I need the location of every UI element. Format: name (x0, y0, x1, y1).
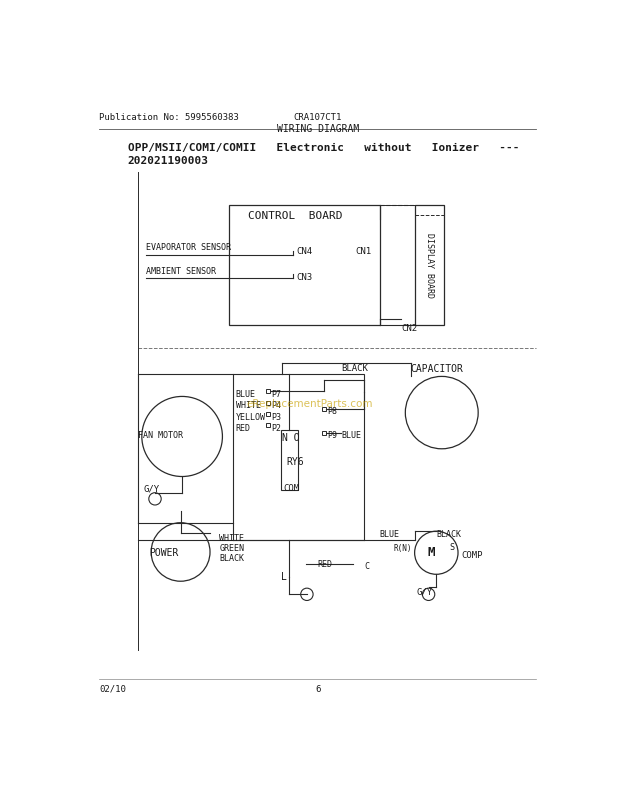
Text: BLACK: BLACK (436, 529, 461, 538)
Text: P7: P7 (272, 389, 281, 399)
Text: AMBIENT SENSOR: AMBIENT SENSOR (146, 267, 216, 276)
Bar (229, 206, 379, 326)
Text: COMP: COMP (461, 551, 482, 560)
Text: OPP/MSII/COMI/COMII   Electronic   without   Ionizer   ---: OPP/MSII/COMI/COMII Electronic without I… (128, 143, 520, 152)
Text: CONTROL  BOARD: CONTROL BOARD (248, 211, 342, 221)
Text: RED: RED (236, 423, 250, 432)
Text: RY6: RY6 (286, 456, 304, 466)
Bar (232, 375, 365, 540)
Text: COM: COM (283, 484, 299, 492)
Text: CN2: CN2 (402, 324, 418, 333)
Text: EVAPORATOR SENSOR: EVAPORATOR SENSOR (146, 243, 231, 252)
Text: CN4: CN4 (296, 246, 312, 255)
Bar (322, 407, 326, 411)
Text: BLUE: BLUE (236, 389, 255, 399)
Text: P4: P4 (272, 400, 281, 409)
Text: G/Y: G/Y (417, 587, 433, 596)
Text: BLACK: BLACK (219, 553, 244, 562)
Text: BLUE: BLUE (379, 529, 400, 538)
Text: YELLOW: YELLOW (236, 412, 265, 421)
Text: WHITE: WHITE (236, 400, 260, 409)
Text: P8: P8 (327, 407, 337, 416)
Text: BLACK: BLACK (341, 364, 368, 373)
Bar (415, 206, 444, 326)
Text: M: M (427, 546, 435, 559)
Text: BLUE: BLUE (341, 431, 361, 439)
Text: N O: N O (282, 432, 299, 442)
Text: P2: P2 (272, 423, 281, 432)
Text: CN1: CN1 (355, 246, 371, 255)
Text: R(N): R(N) (394, 544, 412, 553)
Bar (266, 390, 270, 394)
Text: eReplacementParts.com: eReplacementParts.com (247, 399, 373, 409)
Text: RED: RED (317, 559, 333, 568)
Text: WIRING DIAGRAM: WIRING DIAGRAM (277, 124, 359, 134)
Text: 202021190003: 202021190003 (128, 156, 209, 165)
Text: L: L (280, 572, 286, 581)
Bar (266, 423, 270, 427)
Text: 6: 6 (315, 684, 321, 693)
Text: CN3: CN3 (296, 273, 312, 282)
Bar (266, 413, 270, 416)
Bar (266, 401, 270, 405)
Text: P3: P3 (272, 412, 281, 421)
Bar (322, 431, 326, 435)
Text: C: C (365, 561, 370, 570)
Text: P9: P9 (327, 431, 337, 439)
Text: DISPLAY BOARD: DISPLAY BOARD (425, 233, 434, 298)
Text: 02/10: 02/10 (99, 684, 126, 693)
Text: CAPACITOR: CAPACITOR (410, 364, 464, 374)
Text: Publication No: 5995560383: Publication No: 5995560383 (99, 113, 239, 122)
Text: CRA107CT1: CRA107CT1 (293, 113, 342, 122)
Bar (280, 431, 298, 491)
Text: FAN MOTOR: FAN MOTOR (138, 431, 183, 439)
Text: GREEN: GREEN (219, 543, 244, 552)
Text: POWER: POWER (149, 547, 179, 557)
Text: S: S (450, 542, 454, 551)
Text: WHITE: WHITE (219, 533, 244, 542)
Text: G/Y: G/Y (143, 484, 159, 492)
